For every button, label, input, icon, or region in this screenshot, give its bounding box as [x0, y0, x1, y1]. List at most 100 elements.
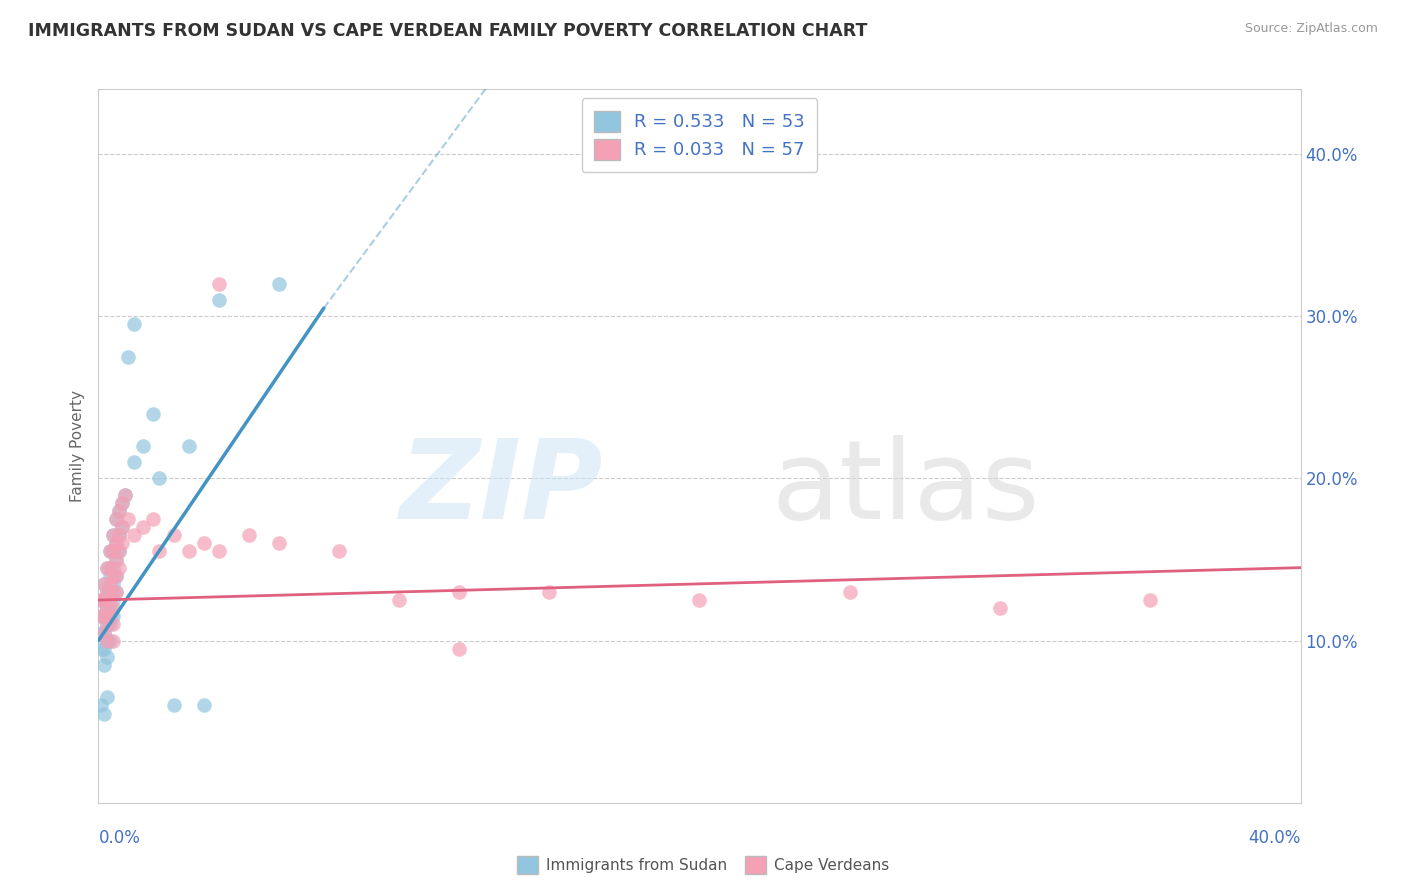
Point: [96, 601, 118, 615]
Point: [100, 609, 122, 624]
Point: [105, 585, 128, 599]
Point: [96, 633, 118, 648]
Point: [103, 593, 125, 607]
Point: [100, 560, 122, 574]
Text: IMMIGRANTS FROM SUDAN VS CAPE VERDEAN FAMILY POVERTY CORRELATION CHART: IMMIGRANTS FROM SUDAN VS CAPE VERDEAN FA…: [28, 22, 868, 40]
Point: [100, 585, 122, 599]
Point: [103, 585, 125, 599]
Point: [90, 609, 112, 624]
Point: [208, 544, 231, 558]
Point: [124, 528, 146, 542]
Point: [105, 552, 128, 566]
Point: [103, 609, 125, 624]
Point: [328, 544, 350, 558]
Point: [105, 585, 128, 599]
Point: [838, 585, 860, 599]
Point: [93, 625, 115, 640]
Point: [105, 568, 128, 582]
Point: [111, 536, 134, 550]
Point: [93, 657, 115, 672]
Point: [90, 641, 112, 656]
Point: [388, 593, 411, 607]
Point: [103, 633, 125, 648]
Point: [148, 471, 170, 485]
Point: [193, 698, 215, 713]
Point: [93, 577, 115, 591]
Point: [90, 593, 112, 607]
Point: [1139, 593, 1161, 607]
Point: [96, 601, 118, 615]
Point: [447, 585, 470, 599]
Point: [105, 568, 128, 582]
Point: [105, 512, 128, 526]
Point: [103, 568, 125, 582]
Point: [100, 544, 122, 558]
Point: [96, 649, 118, 664]
Legend: R = 0.533   N = 53, R = 0.033   N = 57: R = 0.533 N = 53, R = 0.033 N = 57: [582, 98, 817, 172]
Point: [100, 568, 122, 582]
Point: [100, 544, 122, 558]
Point: [90, 593, 112, 607]
Point: [93, 577, 115, 591]
Point: [96, 585, 118, 599]
Point: [100, 601, 122, 615]
Point: [93, 593, 115, 607]
Point: [162, 698, 184, 713]
Point: [90, 609, 112, 624]
Point: [96, 617, 118, 632]
Point: [103, 617, 125, 632]
Point: [177, 544, 200, 558]
Point: [117, 350, 139, 364]
Point: [447, 641, 470, 656]
Point: [111, 496, 134, 510]
Point: [124, 318, 146, 332]
Point: [90, 698, 112, 713]
Point: [141, 512, 163, 526]
Legend: Immigrants from Sudan, Cape Verdeans: Immigrants from Sudan, Cape Verdeans: [510, 850, 896, 880]
Point: [108, 544, 131, 558]
Point: [148, 544, 170, 558]
Point: [93, 609, 115, 624]
Point: [111, 520, 134, 534]
Point: [124, 455, 146, 469]
Point: [103, 577, 125, 591]
Point: [108, 544, 131, 558]
Point: [108, 504, 131, 518]
Point: [100, 593, 122, 607]
Point: [132, 520, 155, 534]
Point: [90, 625, 112, 640]
Point: [96, 633, 118, 648]
Text: ZIP: ZIP: [399, 435, 603, 542]
Point: [93, 706, 115, 721]
Point: [103, 544, 125, 558]
Text: atlas: atlas: [772, 435, 1040, 542]
Point: [96, 560, 118, 574]
Text: 0.0%: 0.0%: [98, 829, 141, 847]
Point: [100, 617, 122, 632]
Point: [93, 593, 115, 607]
Point: [141, 407, 163, 421]
Point: [108, 528, 131, 542]
Point: [93, 641, 115, 656]
Point: [111, 520, 134, 534]
Y-axis label: Family Poverty: Family Poverty: [70, 390, 86, 502]
Point: [267, 277, 290, 291]
Point: [108, 560, 131, 574]
Point: [93, 625, 115, 640]
Point: [105, 552, 128, 566]
Point: [105, 536, 128, 550]
Point: [96, 690, 118, 705]
Text: 40.0%: 40.0%: [1249, 829, 1301, 847]
Point: [103, 528, 125, 542]
Point: [114, 488, 136, 502]
Point: [238, 528, 260, 542]
Point: [538, 585, 561, 599]
Point: [117, 512, 139, 526]
Point: [93, 609, 115, 624]
Point: [208, 293, 231, 307]
Point: [177, 439, 200, 453]
Point: [193, 536, 215, 550]
Point: [689, 593, 711, 607]
Point: [96, 617, 118, 632]
Point: [96, 585, 118, 599]
